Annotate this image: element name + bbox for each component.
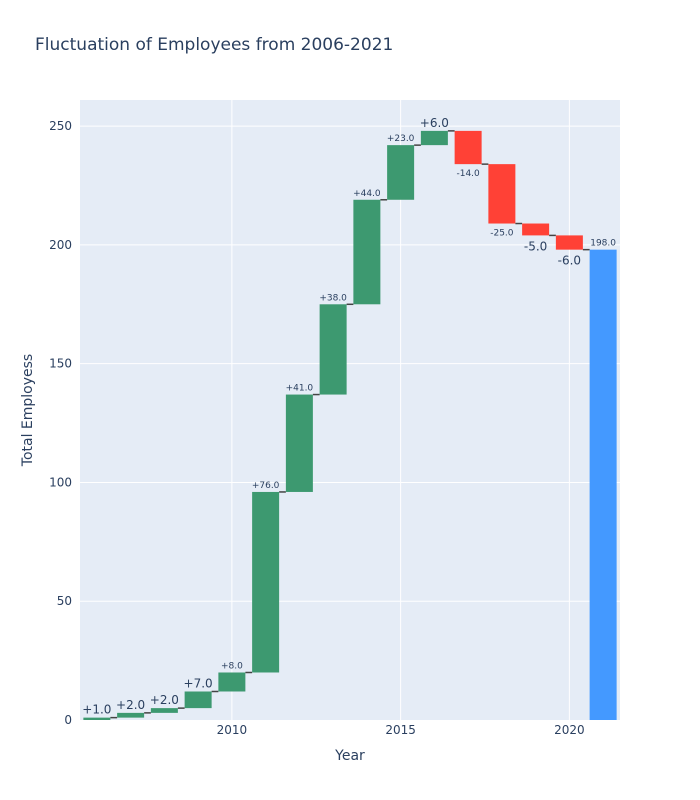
bar-2015 (387, 145, 415, 200)
bar-2008 (150, 708, 178, 713)
bar-label-2012: +41.0 (286, 384, 314, 394)
x-tick-2010: 2010 (217, 723, 248, 737)
y-tick-250: 250 (49, 119, 72, 133)
bars (83, 130, 617, 721)
bar-label-2009: +7.0 (184, 676, 213, 690)
bar-label-2011: +76.0 (252, 481, 280, 491)
x-axis-ticks: 2010 2015 2020 (217, 723, 585, 737)
gridlines (80, 100, 620, 720)
bar-label-2017: -14.0 (456, 169, 480, 179)
bar-2011 (252, 491, 280, 673)
bar-2020 (555, 235, 583, 250)
bar-2014 (353, 199, 381, 305)
connectors (110, 130, 590, 719)
bar-2009 (184, 691, 212, 709)
bar-label-2021: 198.0 (590, 239, 616, 249)
y-tick-150: 150 (49, 357, 72, 371)
x-axis-title: Year (334, 748, 365, 764)
plot-area (80, 100, 620, 720)
chart-title: Fluctuation of Employees from 2006-2021 (35, 35, 393, 55)
bar-label-2013: +38.0 (319, 293, 347, 303)
bar-2017 (454, 130, 482, 165)
y-axis-title: Total Employess (20, 354, 36, 467)
bar-2018 (488, 164, 516, 224)
bar-2021 (589, 249, 617, 721)
bar-2010 (218, 672, 246, 692)
bar-label-2008: +2.0 (150, 693, 179, 707)
bar-labels: +1.0 +2.0 +2.0 +7.0 +8.0 +76.0 +41.0 +38.0 +44.0… (82, 116, 616, 717)
bar-2012 (285, 394, 313, 492)
bar-label-2015: +23.0 (387, 134, 415, 144)
bar-label-2020: -6.0 (558, 254, 581, 268)
bar-2016 (420, 130, 448, 146)
bar-label-2006: +1.0 (82, 703, 111, 717)
x-tick-2015: 2015 (385, 723, 416, 737)
y-tick-200: 200 (49, 238, 72, 252)
bar-2006 (83, 717, 111, 720)
bar-2019 (522, 223, 550, 236)
y-tick-100: 100 (49, 475, 72, 489)
bar-label-2007: +2.0 (116, 698, 145, 712)
bar-2007 (117, 712, 145, 718)
y-axis-ticks: 0 50 100 150 200 250 (49, 119, 72, 727)
bar-label-2018: -25.0 (490, 229, 514, 239)
bar-label-2016: +6.0 (420, 116, 449, 130)
y-tick-50: 50 (57, 594, 72, 608)
bar-label-2010: +8.0 (221, 661, 243, 671)
bar-label-2019: -5.0 (524, 239, 547, 253)
y-tick-0: 0 (64, 713, 72, 727)
bar-2013 (319, 304, 347, 395)
bar-label-2014: +44.0 (353, 189, 381, 199)
x-tick-2020: 2020 (554, 723, 585, 737)
